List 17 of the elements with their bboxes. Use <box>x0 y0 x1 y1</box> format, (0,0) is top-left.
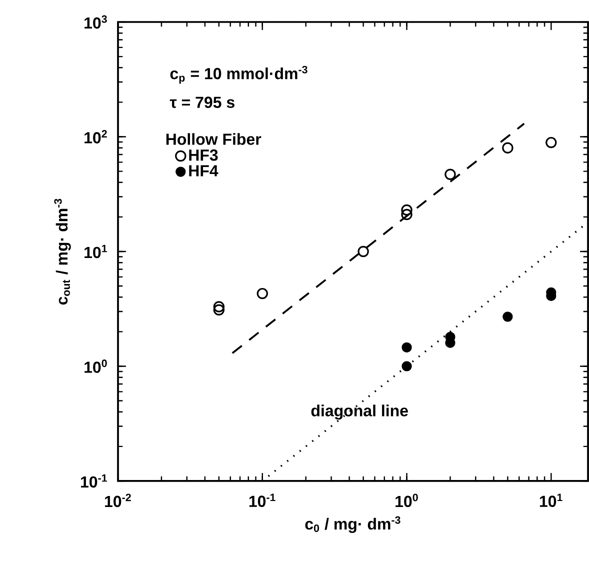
y-tick-label: 10$^{3}$ <box>84 15 107 29</box>
y-tick-label: 10$^{0}$ <box>84 360 107 373</box>
y-axis-title: c$_{out}$ / mg· dm$^{-3}$ <box>54 198 71 305</box>
y-tick-label: 10$^{1}$ <box>84 244 107 258</box>
x-axis-title: c$_{0}$ / mg· dm$^{-3}$ <box>305 516 400 533</box>
y-tick-label: 10$^{2}$ <box>84 130 107 144</box>
x-tick-label: 10$^{-2}$ <box>105 494 131 508</box>
annotation: τ = 795 s <box>170 96 234 108</box>
legend-label: HF4 <box>189 165 218 176</box>
legend-label: HF3 <box>189 149 218 161</box>
x-tick-label: 10$^{0}$ <box>396 494 418 508</box>
y-tick-label: 10$^{-1}$ <box>81 474 107 488</box>
legend-title: Hollow Fiber <box>166 133 262 145</box>
x-tick-label: 10$^{-1}$ <box>249 494 276 507</box>
annotation: c$_{p}$ = 10 mmol·dm$^{-3}$ <box>170 66 308 84</box>
x-tick-label: 10$^{1}$ <box>540 494 562 507</box>
annotation: diagonal line <box>311 404 408 420</box>
